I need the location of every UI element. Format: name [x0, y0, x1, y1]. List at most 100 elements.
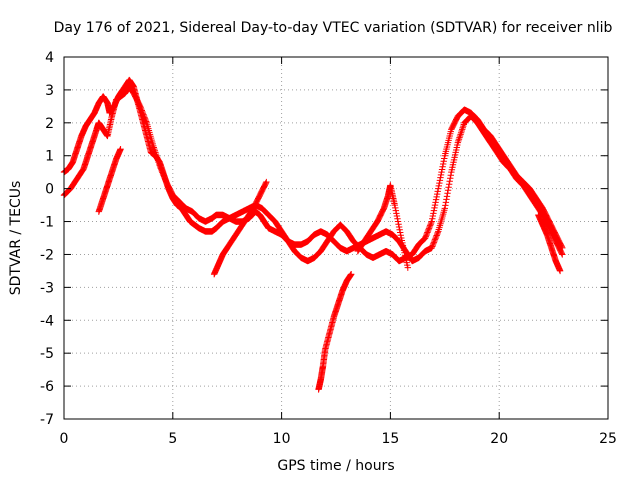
data-point [430, 207, 438, 214]
series-track-e [315, 271, 355, 393]
x-tick-label: 20 [490, 431, 508, 447]
data-point [157, 165, 165, 172]
data-point [140, 111, 147, 118]
series-track-f [354, 182, 412, 271]
series-track-b [60, 83, 566, 265]
data-point [393, 212, 401, 220]
data-point [432, 233, 440, 241]
data-point [435, 185, 442, 192]
data-point [445, 184, 452, 191]
data-point [426, 223, 433, 231]
data-point [141, 115, 149, 122]
x-tick-label: 5 [168, 431, 177, 447]
data-point [441, 205, 448, 212]
data-point [159, 170, 167, 178]
data-point [459, 126, 466, 133]
data-point [142, 118, 150, 125]
data-point [397, 232, 404, 239]
data-point [458, 127, 465, 135]
data-point [425, 226, 432, 233]
y-tick-label: -6 [40, 379, 54, 395]
data-point [446, 178, 453, 185]
data-point [394, 215, 401, 223]
data-point [159, 169, 166, 176]
data-point [423, 232, 430, 239]
data-point [425, 225, 433, 232]
data-point [432, 196, 440, 203]
data-point [430, 210, 437, 217]
data-point [441, 155, 448, 162]
data-point [117, 145, 124, 153]
data-point [160, 171, 167, 179]
x-tick-label: 0 [60, 431, 69, 447]
y-tick-label: -2 [40, 247, 54, 263]
y-tick-label: -5 [40, 346, 54, 362]
data-point [139, 108, 146, 116]
data-point [443, 196, 450, 203]
data-point [432, 199, 439, 206]
data-point [424, 227, 432, 235]
x-tick-label: 25 [599, 431, 617, 447]
data-point [426, 222, 434, 229]
y-tick-label: 0 [45, 182, 54, 198]
data-point [392, 204, 399, 212]
data-point [432, 235, 439, 242]
data-point [138, 105, 145, 113]
data-point [430, 240, 437, 247]
data-point [437, 174, 444, 181]
data-point [396, 226, 403, 233]
data-point [433, 230, 441, 238]
data-point [348, 271, 355, 278]
data-point [422, 233, 429, 240]
data-point [436, 177, 444, 184]
data-point [395, 221, 402, 228]
data-point [137, 104, 144, 111]
data-point [444, 187, 452, 194]
data-point [395, 223, 403, 231]
data-point [433, 232, 440, 239]
data-point [447, 171, 454, 179]
data-point [455, 136, 463, 143]
data-point [158, 167, 166, 175]
y-tick-label: 3 [45, 83, 54, 99]
data-point [442, 202, 449, 209]
x-axis-label: GPS time / hours [277, 458, 394, 474]
axes-layer: 0 5 10 15 20 25 -7 -6 -5 -4 -3 -2 -1 0 1 2 3 4 [40, 50, 617, 447]
y-axis-label: SDTVAR / TECUs [8, 181, 24, 296]
data-point [423, 230, 431, 238]
data-point [431, 201, 439, 209]
data-points-layer [60, 76, 566, 393]
data-point [443, 193, 451, 200]
y-tick-label: 1 [45, 149, 54, 165]
data-point [556, 267, 564, 275]
data-point [438, 168, 445, 176]
y-tick-label: -7 [40, 412, 54, 428]
data-point [438, 166, 446, 173]
data-point [136, 103, 144, 110]
data-point [459, 124, 466, 131]
series-track-g [535, 211, 564, 275]
data-point [139, 110, 147, 117]
grid-layer [64, 57, 608, 419]
data-point [430, 239, 438, 246]
y-tick-label: -4 [40, 313, 54, 329]
data-point [263, 178, 270, 186]
data-point [442, 199, 450, 206]
series-track-d [210, 178, 270, 278]
data-point [431, 237, 438, 245]
y-tick-label: 2 [45, 116, 54, 132]
y-tick-label: -1 [40, 215, 54, 231]
y-tick-label: -3 [40, 280, 54, 296]
data-point [158, 166, 165, 173]
data-point [161, 174, 168, 182]
data-point [141, 114, 148, 121]
data-point [396, 229, 404, 236]
data-point [431, 236, 439, 243]
data-point [559, 251, 566, 258]
data-point [424, 229, 431, 236]
data-point [428, 244, 435, 252]
data-point [160, 173, 168, 180]
data-point [437, 171, 445, 179]
data-point [140, 112, 148, 120]
